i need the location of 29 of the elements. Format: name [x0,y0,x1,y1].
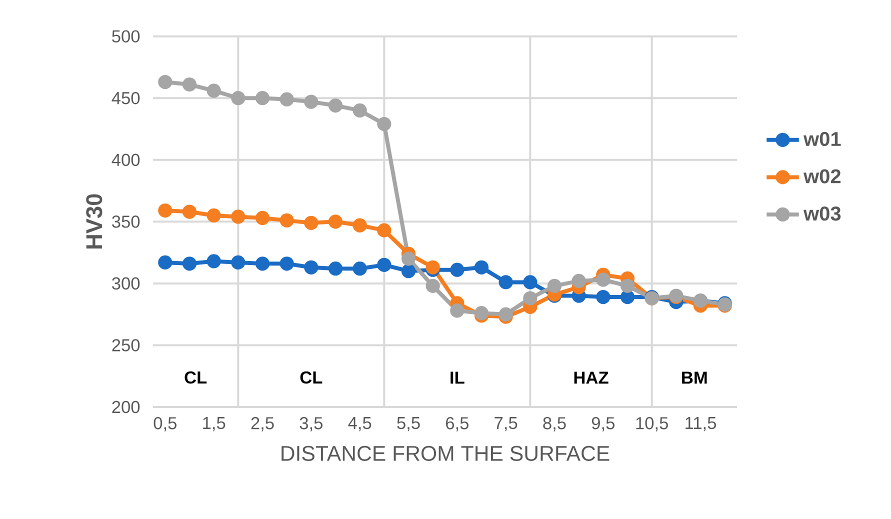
annotation: IL [450,372,464,384]
x-tick-label: 2,5 [251,417,274,432]
y-tick-label: 300 [112,277,140,290]
x-tick-label: 5,5 [397,417,420,432]
legend-label: w02 [803,169,841,184]
x-tick-label: 10,5 [636,417,668,432]
x-tick-label: 4,5 [348,417,372,432]
legend-label: w01 [803,132,841,146]
y-tick-label: 350 [112,216,140,228]
x-tick-label: 8,5 [543,417,566,432]
y-axis-title: HV30 [86,194,102,248]
x-axis-title: DISTANCE FROM THE SURFACE [282,446,610,461]
x-tick-label: 7,5 [494,417,518,432]
y-tick-label: 400 [112,154,140,166]
annotation: CL [184,371,207,384]
y-tick-label: 450 [112,92,140,104]
x-tick-label: 0,5 [154,417,176,432]
y-tick-label: 200 [112,400,140,414]
annotation: HAZ [574,372,608,384]
x-tick-label: 3,5 [300,417,322,432]
x-tick-label: 9,5 [592,417,614,432]
x-tick-label: 11,5 [686,417,716,432]
y-tick-label: 500 [112,30,140,42]
x-tick-label: 1,5 [203,417,226,432]
annotation: CL [300,371,322,384]
legend-label: w03 [803,206,841,221]
y-tick-label: 250 [112,339,140,352]
x-tick-label: 6,5 [446,417,468,432]
annotation: BM [682,372,707,384]
